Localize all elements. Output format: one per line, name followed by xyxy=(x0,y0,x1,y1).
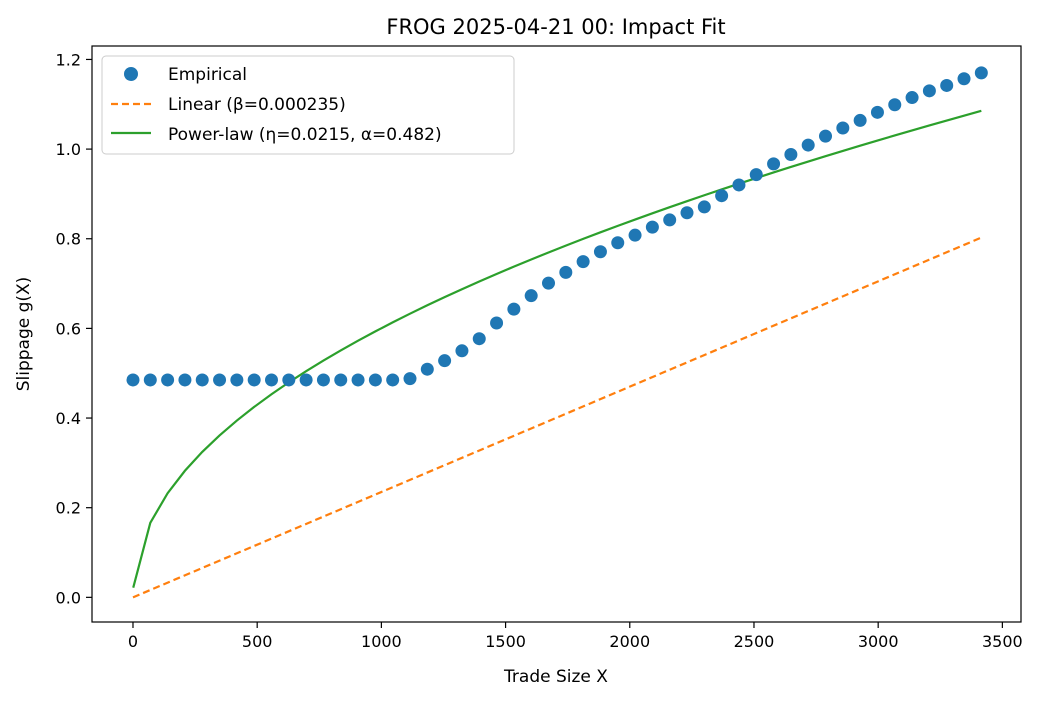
empirical-point xyxy=(905,91,919,105)
empirical-point xyxy=(524,289,538,303)
legend-label-linear: Linear (β=0.000235) xyxy=(168,95,346,115)
empirical-point xyxy=(334,373,348,387)
linear-fit-line xyxy=(132,236,982,599)
x-tick-label: 0 xyxy=(128,632,138,651)
x-tick-label: 2000 xyxy=(609,632,650,651)
empirical-point xyxy=(819,129,833,143)
empirical-point xyxy=(784,147,798,161)
empirical-point xyxy=(767,157,781,171)
empirical-point xyxy=(559,265,573,279)
empirical-point xyxy=(715,189,729,203)
empirical-point xyxy=(922,84,936,98)
empirical-point xyxy=(438,354,452,368)
x-tick-label: 500 xyxy=(242,632,273,651)
empirical-point xyxy=(836,121,850,135)
empirical-point xyxy=(611,236,625,250)
empirical-point xyxy=(749,168,763,182)
x-tick-label: 2500 xyxy=(734,632,775,651)
empirical-point xyxy=(593,245,607,259)
empirical-point xyxy=(126,373,140,387)
empirical-point xyxy=(316,373,330,387)
y-tick-label: 0.8 xyxy=(56,230,81,249)
empirical-point xyxy=(247,373,261,387)
empirical-point xyxy=(697,200,711,214)
legend-label-empirical: Empirical xyxy=(168,65,247,85)
empirical-point xyxy=(507,302,521,316)
empirical-point xyxy=(386,373,400,387)
empirical-point xyxy=(576,255,590,269)
empirical-point xyxy=(628,228,642,242)
empirical-point xyxy=(420,362,434,376)
x-axis-label: Trade Size X xyxy=(503,667,608,687)
y-tick-label: 0.2 xyxy=(56,499,81,518)
x-tick-label: 3500 xyxy=(982,632,1023,651)
empirical-point xyxy=(403,372,417,386)
legend-box xyxy=(101,55,515,155)
empirical-point xyxy=(230,373,244,387)
legend: Empirical Linear (β=0.000235) Power-law … xyxy=(101,55,515,155)
empirical-point xyxy=(680,206,694,220)
x-axis: 0 500 1000 1500 2000 2500 3000 3500 xyxy=(128,622,1023,651)
y-tick-label: 0.6 xyxy=(56,319,81,338)
empirical-point xyxy=(178,373,192,387)
plot-frame xyxy=(91,45,1022,623)
x-tick-label: 1000 xyxy=(361,632,402,651)
x-tick-label: 3000 xyxy=(858,632,899,651)
y-axis: 0.0 0.2 0.4 0.6 0.8 1.0 1.2 xyxy=(56,50,92,607)
empirical-point xyxy=(455,344,469,358)
empirical-point xyxy=(940,78,954,92)
empirical-point xyxy=(957,72,971,86)
empirical-point xyxy=(282,373,296,387)
empirical-point xyxy=(732,178,746,192)
x-tick-label: 1500 xyxy=(485,632,526,651)
empirical-point xyxy=(645,220,659,234)
empirical-point xyxy=(299,373,313,387)
empirical-point xyxy=(472,332,486,346)
empirical-point xyxy=(663,213,677,227)
legend-label-power-law: Power-law (η=0.0215, α=0.482) xyxy=(168,125,442,145)
chart-title: FROG 2025-04-21 00: Impact Fit xyxy=(386,15,725,39)
empirical-point xyxy=(974,66,988,80)
y-tick-label: 1.2 xyxy=(56,50,81,69)
empirical-point xyxy=(801,138,815,152)
y-tick-label: 0.0 xyxy=(56,588,81,607)
empirical-point xyxy=(143,373,157,387)
empirical-point xyxy=(888,98,902,112)
empirical-point xyxy=(213,373,227,387)
empirical-point xyxy=(853,113,867,127)
empirical-point xyxy=(368,373,382,387)
y-axis-label: Slippage g(X) xyxy=(14,277,34,392)
y-tick-label: 1.0 xyxy=(56,140,81,159)
y-tick-label: 0.4 xyxy=(56,409,81,428)
empirical-point xyxy=(542,276,556,290)
empirical-point xyxy=(870,105,884,119)
plot-area xyxy=(126,66,988,599)
legend-marker-empirical xyxy=(124,67,138,81)
empirical-point xyxy=(490,316,504,330)
power-law-fit-line xyxy=(132,109,982,588)
empirical-point xyxy=(161,373,175,387)
empirical-point xyxy=(351,373,365,387)
empirical-point xyxy=(195,373,209,387)
empirical-point xyxy=(264,373,278,387)
